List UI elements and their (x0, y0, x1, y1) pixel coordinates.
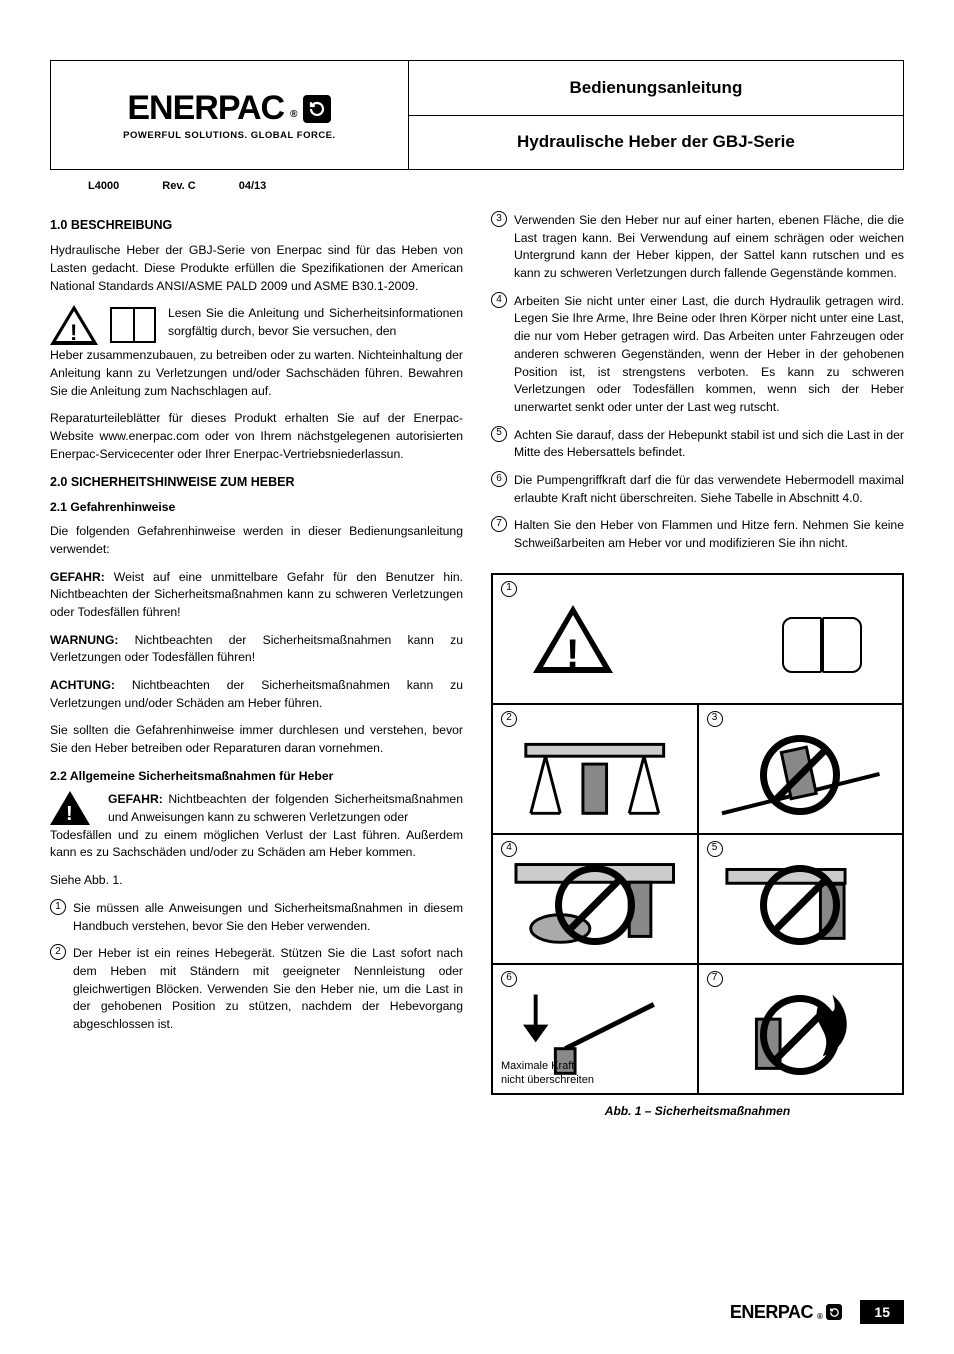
section-1-title: 1.0 BESCHREIBUNG (50, 216, 463, 234)
item-4: 4 Arbeiten Sie nicht unter einer Last, d… (491, 293, 904, 417)
fig-cell-3: 3 (698, 704, 904, 834)
fig-row-1: 1 ! (492, 574, 903, 704)
item-1: 1 Sie müssen alle Anweisungen und Sicher… (50, 900, 463, 935)
item-1-text: Sie müssen alle Anweisungen und Sicherhe… (73, 900, 463, 935)
s21-p5: Sie sollten die Gefahrenhinweise immer d… (50, 722, 463, 757)
s22-gefahr-row: ! GEFAHR: Nichtbeachten der folgenden Si… (50, 791, 463, 826)
item-5: 5 Achten Sie darauf, dass der Hebepunkt … (491, 427, 904, 462)
page-footer: ENERPAC ® 15 (50, 1300, 904, 1324)
item-6-text: Die Pumpengriffkraft darf die für das ve… (514, 472, 904, 507)
item-7: 7 Halten Sie den Heber von Flammen und H… (491, 517, 904, 552)
circle-1-icon: 1 (50, 899, 66, 915)
circle-5-icon: 5 (491, 426, 507, 442)
page-number: 15 (860, 1300, 904, 1324)
footer-reg-mark: ® (817, 1312, 822, 1321)
danger-triangle-icon: ! (50, 791, 90, 825)
s22-gefahr-label: GEFAHR: (108, 792, 163, 806)
item-2-text: Der Heber ist ein reines Hebegerät. Stüt… (73, 945, 463, 1033)
footer-brand: ENERPAC ® (730, 1302, 843, 1323)
doc-code: L4000 (88, 180, 119, 192)
gefahr-text: Weist auf eine unmittelbare Gefahr für d… (50, 570, 463, 619)
fig-num-1-icon: 1 (501, 581, 517, 597)
section-2-title: 2.0 SICHERHEITSHINWEISE ZUM HEBER (50, 473, 463, 491)
fig6-line1: Maximale Kraft (501, 1060, 574, 1072)
brand-tagline: POWERFUL SOLUTIONS. GLOBAL FORCE. (123, 130, 335, 141)
warnung-para: WARNUNG: Nichtbeachten der Sicherheitsma… (50, 632, 463, 667)
warnung-label: WARNUNG: (50, 633, 118, 647)
figure-caption: Abb. 1 – Sicherheitsmaßnahmen (491, 1103, 904, 1120)
item-3-text: Verwenden Sie den Heber nur auf einer ha… (514, 212, 904, 283)
prohibit-icon (555, 865, 635, 945)
fig-cell-5: 5 (698, 834, 904, 964)
doc-date: 04/13 (239, 180, 267, 192)
header-frame: ENERPAC ® POWERFUL SOLUTIONS. GLOBAL FOR… (50, 60, 904, 170)
item-6: 6 Die Pumpengriffkraft darf die für das … (491, 472, 904, 507)
achtung-label: ACHTUNG: (50, 678, 115, 692)
manual-book-icon (110, 307, 156, 343)
fig6-line2: nicht überschreiten (501, 1074, 594, 1086)
brand-logo: ENERPAC ® (127, 89, 331, 128)
prohibit-icon (760, 995, 840, 1075)
circle-7-icon: 7 (491, 516, 507, 532)
fig6-text: Maximale Kraft nicht überschreiten (501, 1060, 594, 1086)
content-columns: 1.0 BESCHREIBUNG Hydraulische Heber der … (50, 212, 904, 1120)
title-cell: Bedienungsanleitung Hydraulische Heber d… (409, 61, 903, 169)
fig-cell-4: 4 (492, 834, 698, 964)
fig2-jack-stands-icon (493, 705, 697, 833)
item-3: 3 Verwenden Sie den Heber nur auf einer … (491, 212, 904, 283)
fig1-exclaim-icon: ! (566, 625, 579, 683)
left-column: 1.0 BESCHREIBUNG Hydraulische Heber der … (50, 212, 463, 1120)
warn-continuation: Heber zusammenzubauen, zu betreiben oder… (50, 347, 463, 400)
item-4-text: Arbeiten Sie nicht unter einer Last, die… (514, 293, 904, 417)
fig-row-4: 6 Maximale Kraft nicht überschreiten 7 (492, 964, 903, 1094)
fig-cell-7: 7 (698, 964, 904, 1094)
item-7-text: Halten Sie den Heber von Flammen und Hit… (514, 517, 904, 552)
fig-cell-1: 1 ! (492, 574, 903, 704)
s22-gefahr-inline: GEFAHR: Nichtbeachten der folgenden Sich… (108, 791, 463, 826)
s21-p1: Die folgenden Gefahrenhinweise werden in… (50, 523, 463, 558)
fig-row-2: 2 3 (492, 704, 903, 834)
s1-p1: Hydraulische Heber der GBJ-Serie von Ene… (50, 242, 463, 295)
warning-icon-row: ! Lesen Sie die Anleitung und Sicherheit… (50, 305, 463, 345)
item-2: 2 Der Heber ist ein reines Hebegerät. St… (50, 945, 463, 1033)
warn-inline-text: Lesen Sie die Anleitung und Sicherheitsi… (168, 305, 463, 340)
brand-text: ENERPAC (127, 89, 284, 128)
fig-row-3: 4 5 (492, 834, 903, 964)
fig-cell-2: 2 (492, 704, 698, 834)
brand-sub-dot: ® (290, 109, 297, 120)
section-21-title: 2.1 Gefahrenhinweise (50, 499, 463, 517)
footer-brand-text: ENERPAC (730, 1302, 813, 1323)
doc-title: Bedienungsanleitung (409, 61, 903, 116)
doc-rev: Rev. C (162, 180, 195, 192)
footer-brand-icon (826, 1304, 842, 1320)
warning-triangle-icon: ! (50, 305, 98, 345)
product-title: Hydraulische Heber der GBJ-Serie (409, 116, 903, 170)
item-5-text: Achten Sie darauf, dass der Hebepunkt st… (514, 427, 904, 462)
circle-4-icon: 4 (491, 292, 507, 308)
section-22-title: 2.2 Allgemeine Sicherheitsmaßnahmen für … (50, 768, 463, 786)
circle-2-icon: 2 (50, 944, 66, 960)
fig1-book-icon (782, 617, 862, 673)
s1-p3: Reparaturteileblätter für dieses Produkt… (50, 410, 463, 463)
siehe-abb: Siehe Abb. 1. (50, 872, 463, 890)
right-column: 3 Verwenden Sie den Heber nur auf einer … (491, 212, 904, 1120)
gefahr-label: GEFAHR: (50, 570, 105, 584)
circle-6-icon: 6 (491, 471, 507, 487)
logo-cell: ENERPAC ® POWERFUL SOLUTIONS. GLOBAL FOR… (51, 61, 409, 169)
circle-3-icon: 3 (491, 211, 507, 227)
brand-icon (303, 95, 331, 123)
fig-cell-6: 6 Maximale Kraft nicht überschreiten (492, 964, 698, 1094)
figure-1-box: 1 ! 2 3 (491, 573, 904, 1095)
doc-meta: L4000 Rev. C 04/13 (50, 180, 904, 192)
s22-gefahr-cont: Todesfällen und zu einem möglichen Verlu… (50, 827, 463, 862)
gefahr-para: GEFAHR: Weist auf eine unmittelbare Gefa… (50, 569, 463, 622)
prohibit-icon (760, 865, 840, 945)
achtung-para: ACHTUNG: Nichtbeachten der Sicherheitsma… (50, 677, 463, 712)
prohibit-icon (760, 735, 840, 815)
